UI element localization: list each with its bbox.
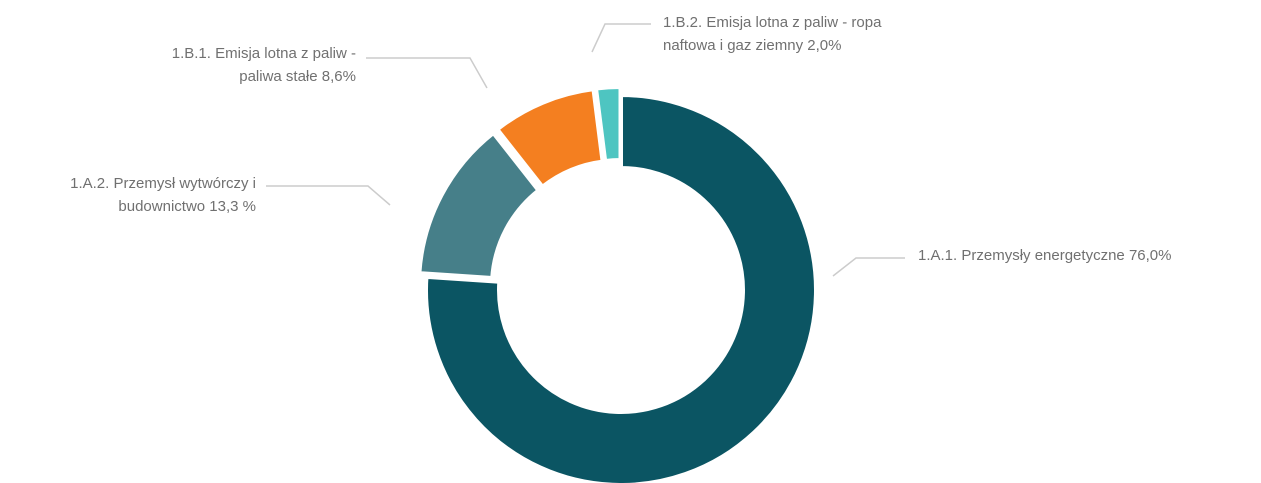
value-label: 2,0%: [807, 37, 842, 54]
category-label: 1.A.1. Przemysły energetyczne: [918, 247, 1125, 264]
leader-line: [832, 257, 905, 277]
leader-line: [266, 185, 391, 206]
slice-label: 1.A.2. Przemysł wytwórczy i budownictwo …: [70, 172, 256, 218]
value-label: 8,6%: [321, 68, 356, 85]
category-label: 1.B.1. Emisja lotna z paliw - paliwa sta…: [171, 45, 356, 85]
leader-line: [591, 23, 651, 53]
category-label: 1.B.2. Emisja lotna z paliw - ropa nafto…: [663, 14, 882, 54]
donut-slice: [417, 130, 542, 281]
value-label: 13,3 %: [209, 198, 256, 215]
slice-label: 1.B.2. Emisja lotna z paliw - ropa nafto…: [663, 11, 935, 57]
donut-slice: [424, 92, 818, 483]
donut-slice: [593, 85, 623, 164]
slice-label: 1.B.1. Emisja lotna z paliw - paliwa sta…: [128, 42, 356, 88]
slice-label: 1.A.1. Przemysły energetyczne 76,0%: [918, 244, 1258, 267]
value-label: 76,0%: [1128, 247, 1172, 264]
leader-line: [366, 57, 488, 89]
donut-slice: [494, 86, 605, 190]
category-label: 1.A.2. Przemysł wytwórczy i budownictwo: [70, 175, 256, 215]
